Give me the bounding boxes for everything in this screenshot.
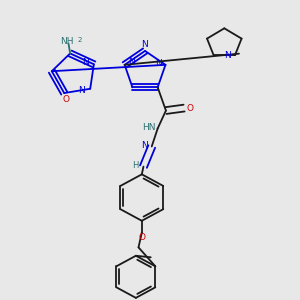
Text: N: N <box>79 86 85 95</box>
Text: O: O <box>138 233 145 242</box>
Text: N: N <box>141 141 148 150</box>
Text: HN: HN <box>142 123 155 132</box>
Text: O: O <box>187 103 194 112</box>
Text: N: N <box>141 40 148 49</box>
Text: N: N <box>128 57 135 66</box>
Text: O: O <box>62 95 69 104</box>
Text: NH: NH <box>60 37 74 46</box>
Text: H: H <box>132 160 138 169</box>
Text: 2: 2 <box>77 37 82 43</box>
Text: N: N <box>82 58 89 67</box>
Text: N: N <box>224 51 231 60</box>
Text: N: N <box>155 59 162 68</box>
